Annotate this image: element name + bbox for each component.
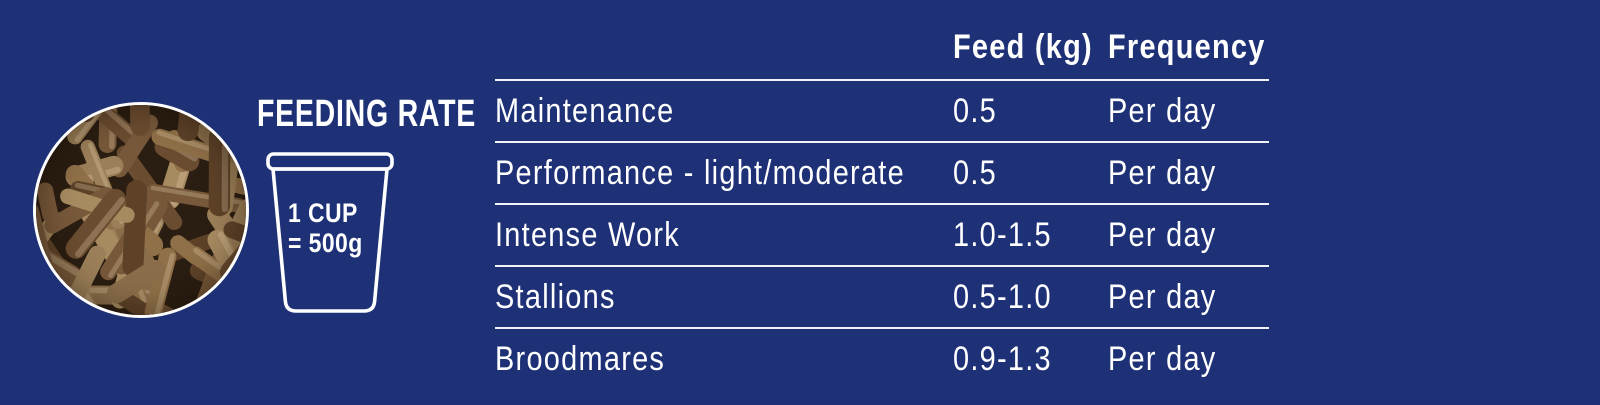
section-title-text: FEEDING RATE: [257, 93, 477, 135]
cup-label-line1: 1 CUP: [288, 198, 358, 228]
row-feed-kg: 0.5-1.0: [953, 277, 1052, 316]
table-header-row: Feed (kg) Frequency: [495, 22, 1269, 81]
row-name: Maintenance: [495, 91, 675, 130]
row-frequency: Per day: [1108, 339, 1217, 378]
row-frequency: Per day: [1108, 153, 1217, 192]
row-name: Broodmares: [495, 339, 666, 378]
section-title: FEEDING RATE: [257, 93, 549, 135]
measuring-cup-icon: 1 CUP = 500g: [265, 151, 395, 315]
row-frequency: Per day: [1108, 91, 1217, 130]
header-category: [495, 67, 953, 79]
row-feed-kg: 0.9-1.3: [953, 339, 1052, 378]
measuring-cup-outline: [266, 152, 394, 313]
row-feed-kg: 0.5: [953, 153, 998, 192]
table-row-performance: Performance - light/moderate 0.5 Per day: [495, 143, 1269, 205]
header-frequency: Frequency: [1108, 28, 1266, 66]
row-name: Intense Work: [495, 215, 681, 254]
table-row-intense-work: Intense Work 1.0-1.5 Per day: [495, 205, 1269, 267]
row-feed-kg: 1.0-1.5: [953, 215, 1052, 254]
cup-measurement-label: 1 CUP = 500g: [288, 198, 376, 258]
row-name: Stallions: [495, 277, 616, 316]
cup-label-line2: = 500g: [288, 228, 363, 258]
header-feed-kg: Feed (kg): [953, 28, 1093, 66]
row-frequency: Per day: [1108, 277, 1217, 316]
row-frequency: Per day: [1108, 215, 1217, 254]
table-row-broodmares: Broodmares 0.9-1.3 Per day: [495, 329, 1269, 389]
feed-pellets-photo: [33, 102, 249, 318]
table-row-stallions: Stallions 0.5-1.0 Per day: [495, 267, 1269, 329]
row-feed-kg: 0.5: [953, 91, 998, 130]
row-name: Performance - light/moderate: [495, 153, 905, 192]
feeding-rate-table: Feed (kg) Frequency Maintenance 0.5 Per …: [495, 22, 1269, 389]
feed-pellets-illustration: [36, 105, 246, 315]
table-row-maintenance: Maintenance 0.5 Per day: [495, 81, 1269, 143]
